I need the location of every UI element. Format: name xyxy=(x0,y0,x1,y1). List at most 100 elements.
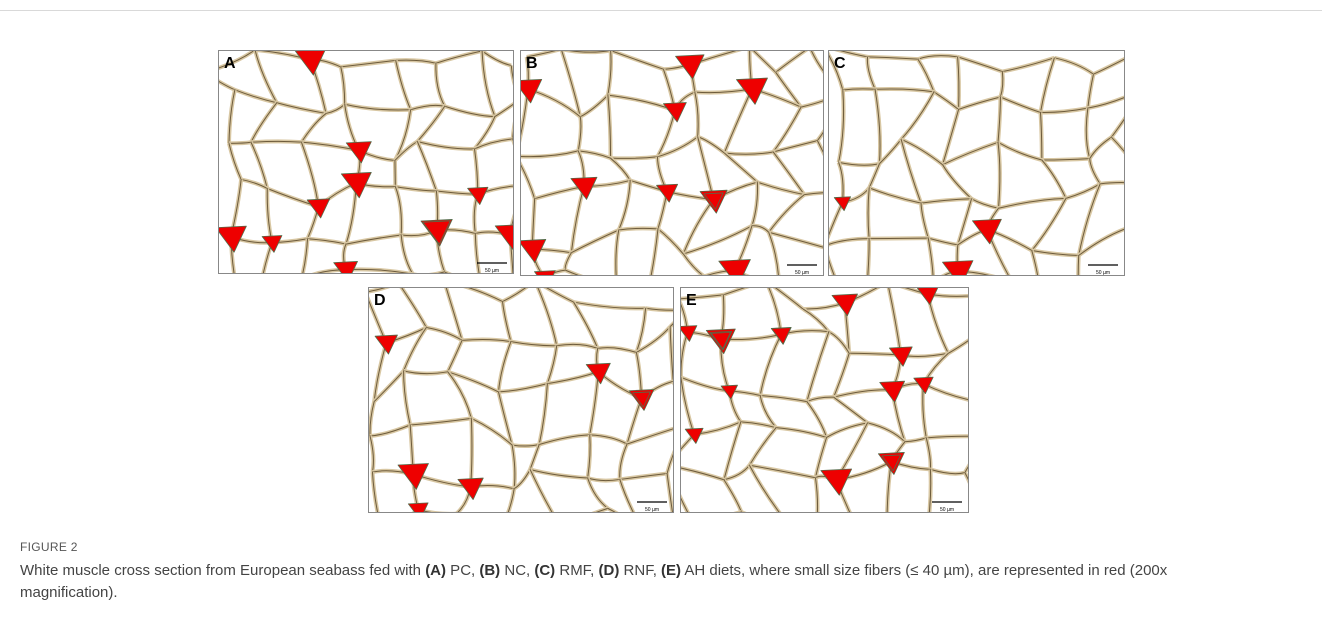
fiber-wall xyxy=(571,186,584,252)
fiber-wall xyxy=(760,334,781,395)
fiber-wall xyxy=(998,142,1042,160)
fiber-wall xyxy=(834,390,893,397)
fiber-wall xyxy=(1090,137,1112,158)
fiber-wall xyxy=(588,478,608,508)
fiber-wall xyxy=(580,95,608,117)
micrograph: 50 µm xyxy=(369,288,674,513)
fiber-wall xyxy=(396,60,411,109)
fiber-wall xyxy=(565,270,617,276)
fiber-wall xyxy=(398,288,426,328)
fiber-wall xyxy=(498,384,547,392)
fiber-wall xyxy=(255,51,277,103)
fiber-wall xyxy=(445,106,495,116)
fiber-wall xyxy=(834,397,868,423)
fiber-wall xyxy=(948,333,969,353)
fiber-wall xyxy=(301,142,318,207)
fiber-wall xyxy=(1032,198,1066,250)
fiber-wall xyxy=(681,377,729,391)
small-fiber xyxy=(334,261,358,274)
fiber-wall xyxy=(867,57,875,89)
caption-panel-ref: (E) xyxy=(661,562,681,579)
caption-text: PC, xyxy=(446,562,479,579)
fiber-wall xyxy=(444,272,481,274)
fiber-wall xyxy=(530,469,588,478)
fiber-wall xyxy=(693,512,741,513)
panel-label: A xyxy=(224,55,236,73)
fiber-wall xyxy=(769,232,824,251)
small-fiber xyxy=(663,103,686,122)
fiber-wall xyxy=(801,92,824,107)
fiber-wall xyxy=(496,489,514,513)
fiber-wall xyxy=(965,473,969,513)
fiber-wall xyxy=(448,340,462,371)
fiber-wall xyxy=(513,139,514,185)
fiber-wall xyxy=(765,288,781,334)
micrograph-panel: 50 µmD xyxy=(368,287,674,513)
small-fiber xyxy=(534,271,555,276)
fiber-wall xyxy=(404,371,411,425)
fiber-wall xyxy=(901,92,934,139)
fiber-wall xyxy=(723,288,765,295)
fiber-wall xyxy=(513,139,514,185)
micrograph: 50 µm xyxy=(521,51,824,276)
top-rule xyxy=(0,10,1322,11)
fiber-wall xyxy=(683,254,704,276)
fiber-wall xyxy=(495,99,514,117)
fiber-wall xyxy=(943,165,972,199)
fiber-wall xyxy=(803,309,829,332)
fiber-wall xyxy=(693,512,741,513)
fiber-wall xyxy=(749,465,815,478)
page: 50 µmA50 µmB50 µmC50 µmD50 µmE FIGURE 2 … xyxy=(0,0,1322,624)
fiber-wall xyxy=(578,151,610,158)
caption-panel-ref: (C) xyxy=(534,562,555,579)
fiber-wall xyxy=(698,137,714,200)
fiber-wall xyxy=(426,328,462,341)
caption-text: NC, xyxy=(500,562,534,579)
fiber-wall xyxy=(869,164,879,188)
micrograph-panel: 50 µm C xyxy=(828,50,1125,276)
fiber-wall xyxy=(301,239,307,274)
figure-number: FIGURE 2 xyxy=(20,540,78,554)
fiber-wall xyxy=(879,139,901,163)
fiber-wall xyxy=(869,238,928,239)
small-fiber xyxy=(295,51,325,75)
fiber-wall xyxy=(219,72,235,90)
fiber-wall xyxy=(817,141,824,193)
caption-text: RMF, xyxy=(555,562,598,579)
fiber-wall xyxy=(965,437,969,473)
fiber-wall xyxy=(417,141,474,148)
micrograph: 50 µm xyxy=(219,51,514,274)
fiber-wall xyxy=(1000,97,1040,112)
fiber-wall xyxy=(346,235,401,244)
fiber-wall xyxy=(229,90,235,144)
fiber-wall xyxy=(619,180,630,230)
caption-text: White muscle cross section from European… xyxy=(20,562,425,579)
fiber-wall xyxy=(417,141,436,191)
fiber-wall xyxy=(530,445,539,470)
panel-label: E xyxy=(686,292,697,310)
micrograph: 50 µm xyxy=(681,288,969,513)
caption: White muscle cross section from European… xyxy=(20,560,1260,604)
fiber-wall xyxy=(673,381,674,423)
fiber-wall xyxy=(1054,58,1093,74)
caption-text: RNF, xyxy=(619,562,661,579)
small-fiber xyxy=(821,469,852,495)
fiber-wall xyxy=(482,51,495,117)
scale-label: 50 µm xyxy=(645,507,659,513)
caption-panel-ref: (A) xyxy=(425,562,446,579)
fiber-wall xyxy=(776,51,810,72)
fiber-wall xyxy=(934,92,959,110)
panel-label: B xyxy=(526,55,538,73)
small-fiber xyxy=(458,478,483,500)
scale-label: 50 µm xyxy=(795,270,809,276)
panel-label: C xyxy=(834,55,846,73)
fiber-wall xyxy=(724,422,741,480)
fiber-wall xyxy=(869,188,921,203)
scale-label: 50 µm xyxy=(1096,270,1110,276)
fiber-wall xyxy=(611,51,664,69)
caption-panel-ref: (B) xyxy=(479,562,500,579)
fiber-wall xyxy=(535,288,557,346)
caption-panel-ref: (D) xyxy=(599,562,620,579)
small-fiber xyxy=(834,197,850,211)
fiber-wall xyxy=(627,398,642,444)
